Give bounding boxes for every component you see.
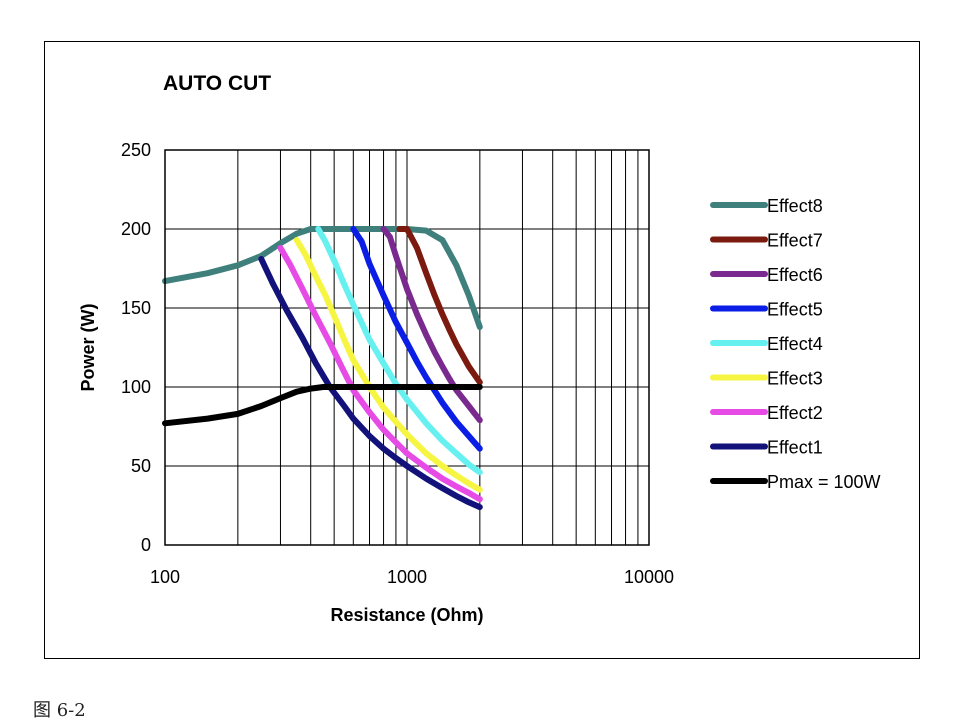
legend-label: Effect6 <box>767 265 823 285</box>
y-axis-title: Power (W) <box>78 303 98 391</box>
legend-label: Effect8 <box>767 196 823 216</box>
series-line-effect1 <box>258 256 483 511</box>
figure-caption: 图 6-2 <box>33 700 86 721</box>
legend-label: Effect3 <box>767 369 823 389</box>
series-line-effect6 <box>380 226 483 424</box>
legend-label: Effect2 <box>767 403 823 423</box>
x-axis-title: Resistance (Ohm) <box>330 605 483 625</box>
series-line-effect8 <box>162 226 483 330</box>
series-line-pmax-100w <box>162 384 483 427</box>
legend-label: Effect1 <box>767 438 823 458</box>
x-tick-label: 100 <box>150 567 180 587</box>
y-tick-label: 50 <box>131 456 151 476</box>
series-layer <box>162 226 483 511</box>
x-tick-label: 10000 <box>624 567 674 587</box>
y-tick-label: 250 <box>121 140 151 160</box>
series-line-effect3 <box>293 237 483 493</box>
series-line-effect2 <box>277 245 483 503</box>
plot-border <box>164 149 650 546</box>
chart-svg: AUTO CUT 0 50 100 150 200 250 100 1000 10000 Res… <box>78 72 881 625</box>
y-tick-label: 200 <box>121 219 151 239</box>
legend-label: Effect5 <box>767 300 823 320</box>
series-line-effect5 <box>350 226 483 452</box>
legend: Effect8 Effect7 Effect6 Effect5 Effect4 Effec… <box>710 196 881 492</box>
y-tick-label: 150 <box>121 298 151 318</box>
y-tick-label: 100 <box>121 377 151 397</box>
chart-title: AUTO CUT <box>163 72 271 95</box>
tick-labels: 0 50 100 150 200 250 100 1000 10000 <box>121 140 674 587</box>
chart-frame: AUTO CUT 0 50 100 150 200 250 100 1000 10000 Res… <box>44 41 920 659</box>
series-line-effect7 <box>396 226 483 386</box>
legend-label: Effect7 <box>767 231 823 251</box>
y-tick-label: 0 <box>141 535 151 555</box>
legend-label: Effect4 <box>767 334 823 354</box>
legend-label: Pmax = 100W <box>767 472 881 492</box>
x-tick-label: 1000 <box>387 567 427 587</box>
series-line-effect4 <box>315 226 483 476</box>
